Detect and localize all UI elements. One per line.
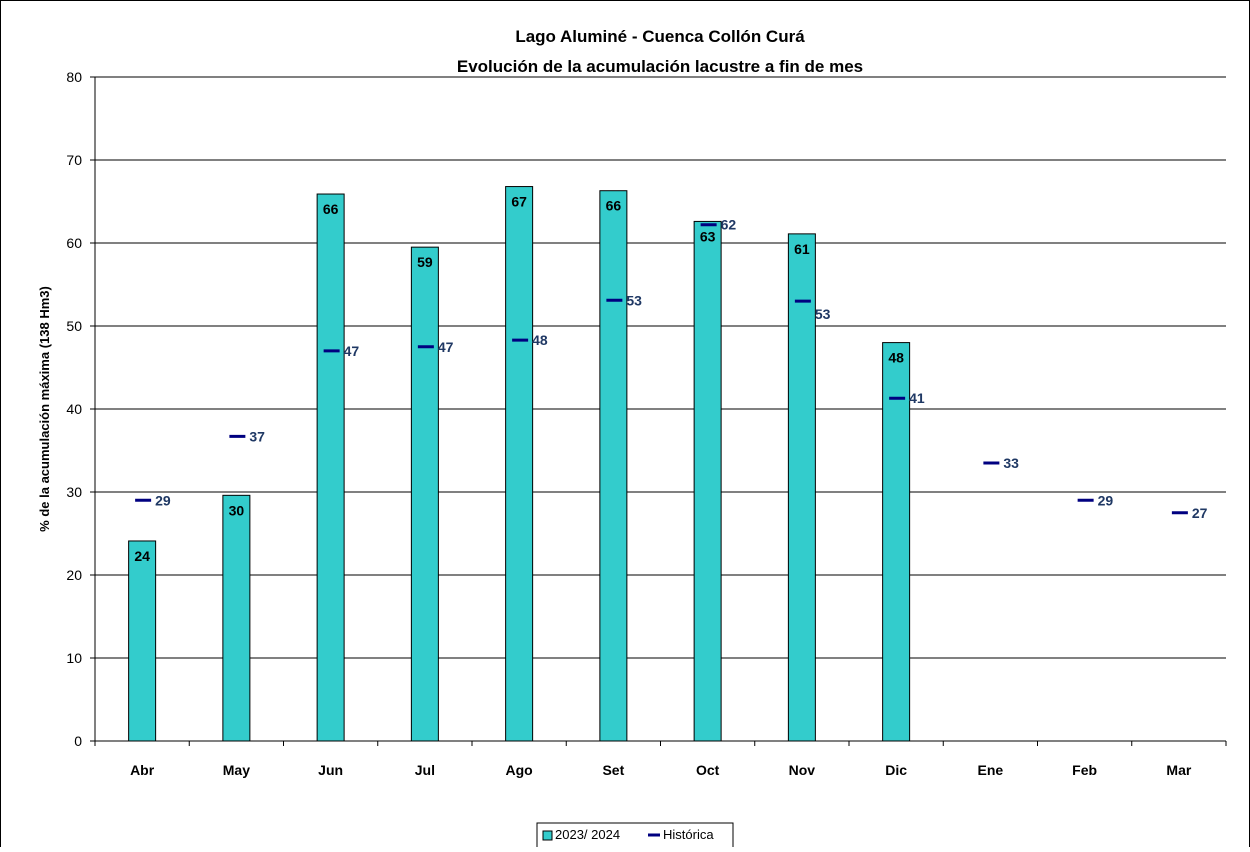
bar bbox=[128, 540, 157, 742]
x-tick-label: Jul bbox=[415, 762, 435, 778]
y-tick-label: 40 bbox=[66, 401, 82, 417]
legend-swatch-bar bbox=[542, 830, 553, 841]
x-tick-label: Nov bbox=[789, 762, 816, 778]
legend-entry-bar: 2023/ 2024 bbox=[555, 827, 620, 842]
bar bbox=[410, 246, 439, 742]
bar-data-label: 30 bbox=[229, 502, 245, 518]
y-tick-label: 10 bbox=[66, 650, 82, 666]
marker-data-label: 48 bbox=[532, 332, 548, 348]
x-tick-label: Ago bbox=[506, 762, 533, 778]
chart-title: Lago Aluminé - Cuenca Collón Curá bbox=[515, 27, 805, 46]
x-tick-label: Abr bbox=[130, 762, 155, 778]
marker-data-label: 29 bbox=[155, 492, 171, 508]
x-tick-label: May bbox=[223, 762, 250, 778]
marker-data-label: 29 bbox=[1098, 492, 1114, 508]
bar-data-label: 59 bbox=[417, 254, 433, 270]
y-tick-label: 50 bbox=[66, 318, 82, 334]
bar bbox=[222, 494, 251, 742]
chart-subtitle: Evolución de la acumulación lacustre a f… bbox=[457, 57, 863, 76]
y-tick-label: 0 bbox=[74, 733, 82, 749]
bar-data-label: 48 bbox=[888, 350, 904, 366]
legend-entry-marker: Histórica bbox=[663, 827, 714, 842]
y-tick-label: 70 bbox=[66, 152, 82, 168]
plot-area: 0 10 20 30 40 50 60 70 80 Abr May Jun Jul Ago Set Oct No… bbox=[66, 69, 1227, 778]
marker-data-label: 62 bbox=[721, 217, 737, 233]
y-tick-label: 80 bbox=[66, 69, 82, 85]
marker-data-label: 53 bbox=[626, 292, 642, 308]
bar bbox=[693, 220, 722, 742]
x-tick-label: Feb bbox=[1072, 762, 1097, 778]
bar-data-label: 66 bbox=[606, 198, 622, 214]
y-tick-label: 20 bbox=[66, 567, 82, 583]
marker-data-label: 53 bbox=[815, 306, 831, 322]
bar bbox=[505, 186, 534, 742]
x-tick-label: Mar bbox=[1166, 762, 1191, 778]
y-tick-label: 60 bbox=[66, 235, 82, 251]
bar-data-label: 61 bbox=[794, 241, 810, 257]
bar-data-label: 24 bbox=[134, 548, 150, 564]
marker-data-label: 37 bbox=[249, 428, 265, 444]
marker-data-label: 47 bbox=[438, 339, 454, 355]
marker-data-label: 47 bbox=[344, 343, 360, 359]
x-tick-label: Oct bbox=[696, 762, 720, 778]
marker-data-label: 27 bbox=[1192, 505, 1208, 521]
bar-data-label: 63 bbox=[700, 228, 716, 244]
bar-data-label: 67 bbox=[511, 194, 527, 210]
bar bbox=[316, 193, 345, 742]
x-tick-label: Ene bbox=[978, 762, 1004, 778]
x-tick-label: Set bbox=[602, 762, 624, 778]
x-tick-label: Dic bbox=[885, 762, 907, 778]
bar bbox=[882, 342, 911, 742]
bar bbox=[599, 190, 628, 742]
x-tick-label: Jun bbox=[318, 762, 343, 778]
legend: 2023/ 2024 Histórica bbox=[536, 822, 734, 852]
marker-data-label: 33 bbox=[1003, 455, 1019, 471]
y-axis-label: % de la acumulación máxima (138 Hm3) bbox=[37, 286, 52, 532]
bar bbox=[787, 233, 816, 742]
bar-data-label: 66 bbox=[323, 201, 339, 217]
y-tick-label: 30 bbox=[66, 484, 82, 500]
marker-data-label: 41 bbox=[909, 390, 925, 406]
